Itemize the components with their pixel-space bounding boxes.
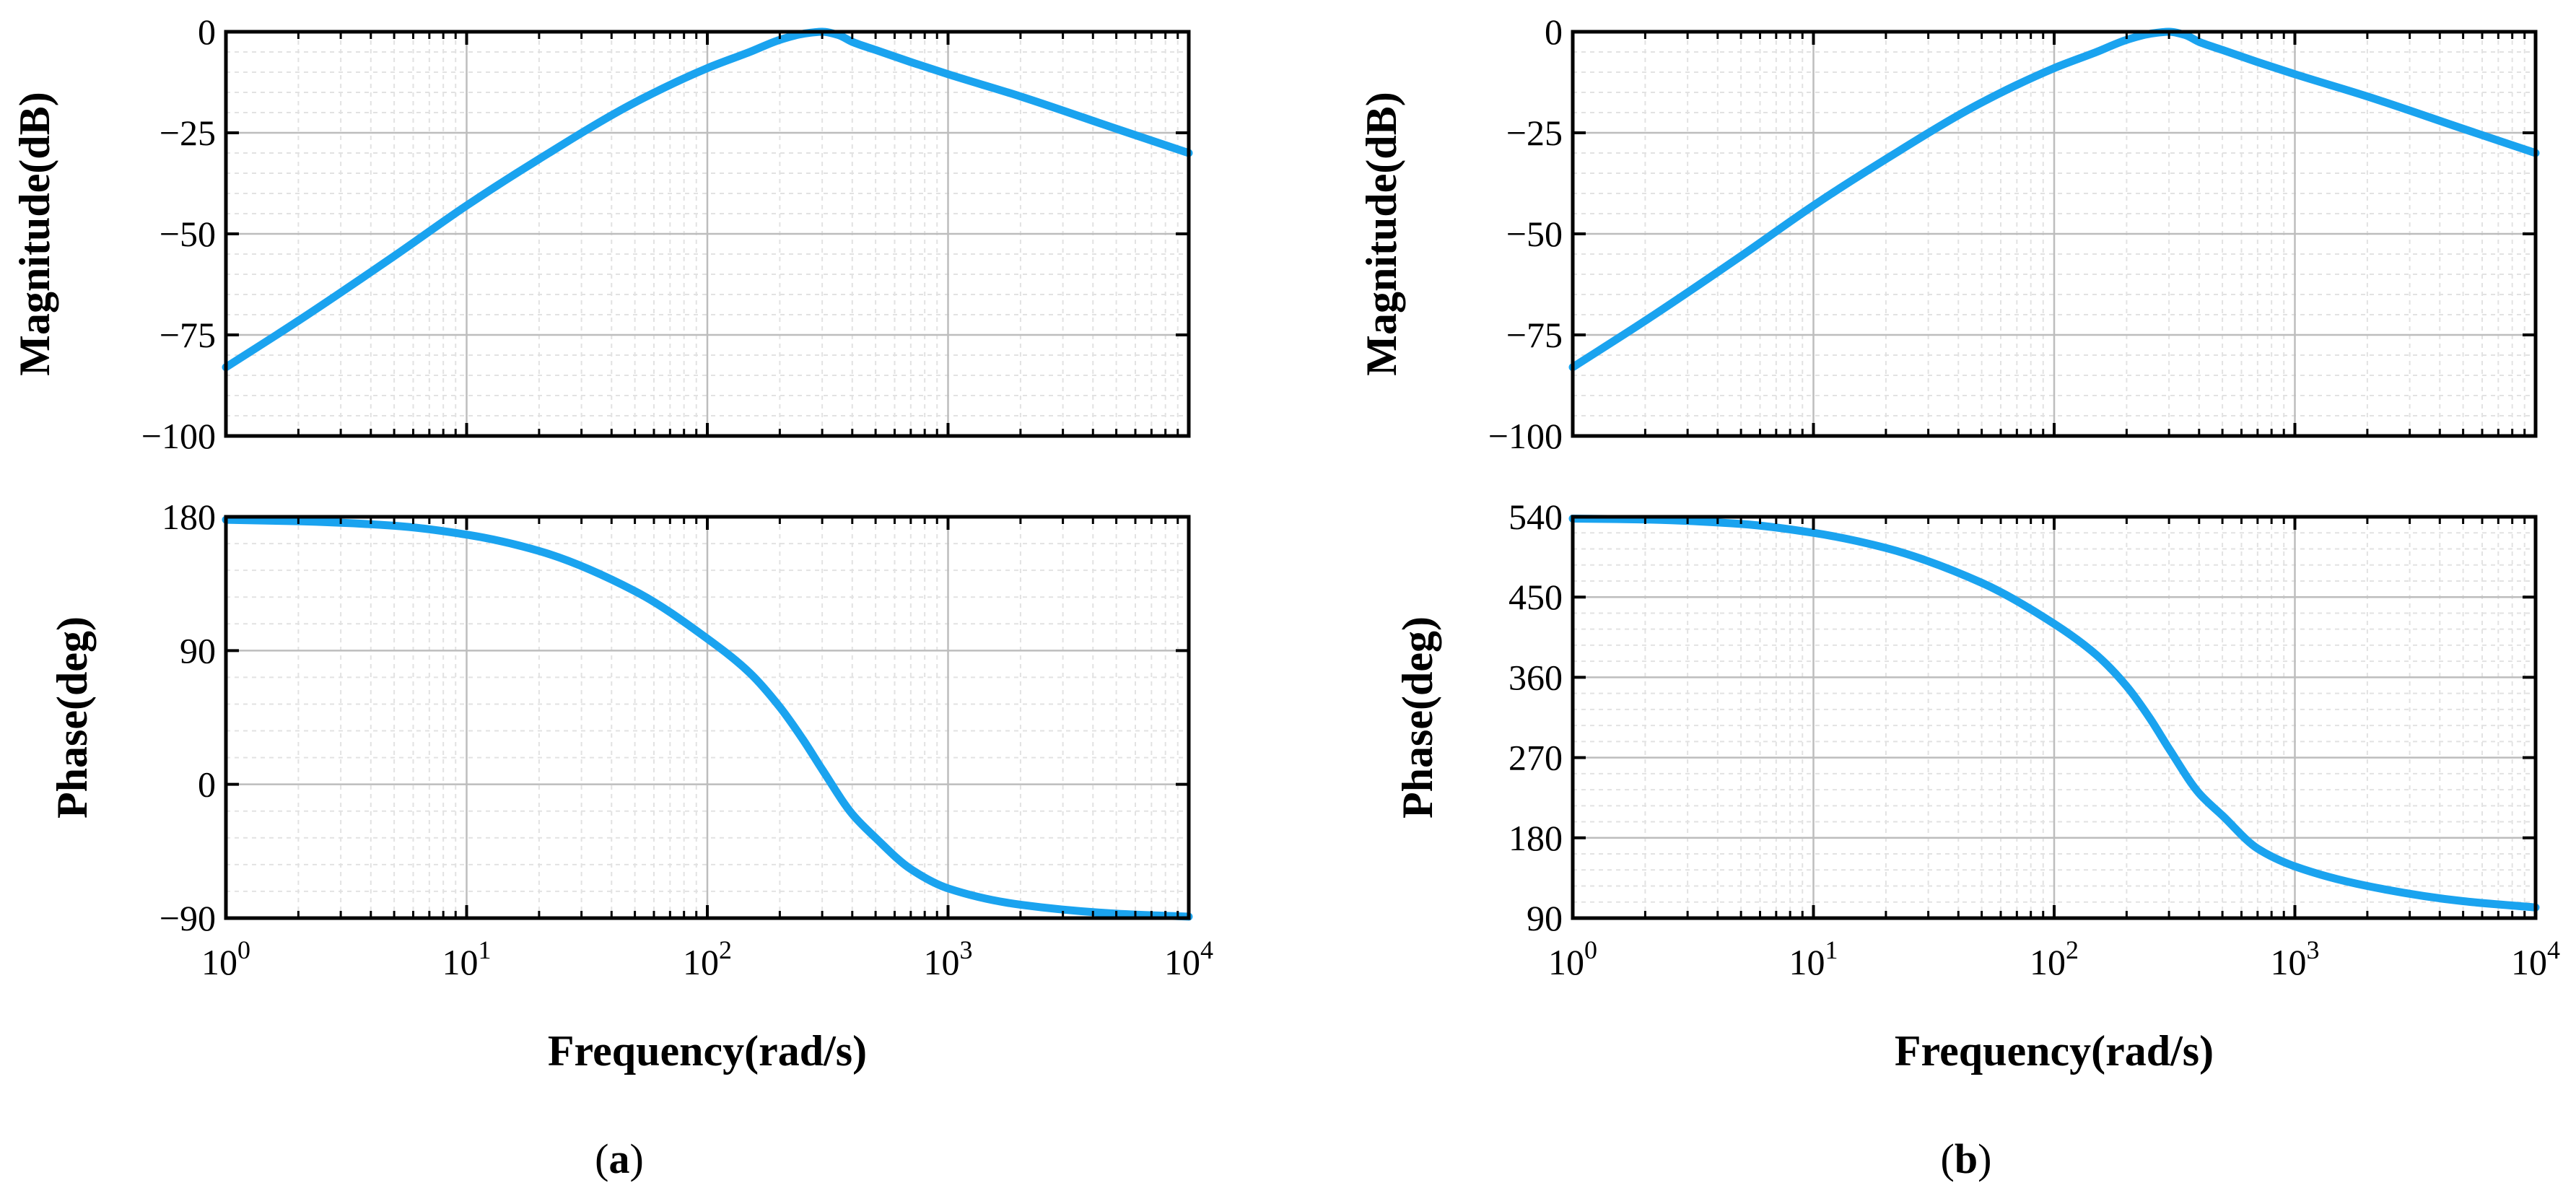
- x-tick-base: 10: [2271, 942, 2307, 982]
- y-tick-label: −25: [160, 113, 216, 153]
- tick-marks: [224, 30, 1190, 437]
- x-tick-labels: 100 101 102 103 104: [201, 935, 1213, 982]
- tick-marks: [1571, 30, 2537, 437]
- caption-a-letter: a: [609, 1135, 630, 1182]
- x-tick-label: 102: [2030, 935, 2079, 982]
- x-tick-label: 103: [924, 935, 973, 982]
- x-tick-label: 103: [2271, 935, 2320, 982]
- x-tick-base: 10: [201, 942, 237, 982]
- x-tick-base: 10: [2030, 942, 2066, 982]
- x-tick-label: 101: [1789, 935, 1838, 982]
- x-tick-exponent: 0: [237, 935, 250, 964]
- caption-a-close: ): [630, 1135, 644, 1182]
- x-tick-exponent: 3: [2307, 935, 2320, 964]
- y-tick-label: 180: [1509, 818, 1563, 858]
- x-tick-exponent: 4: [1200, 935, 1213, 964]
- y-tick-label: 0: [1545, 12, 1563, 52]
- x-tick-exponent: 2: [719, 935, 732, 964]
- y-tick-label: −50: [1506, 214, 1563, 254]
- x-tick-label: 102: [683, 935, 732, 982]
- tick-marks: [224, 515, 1190, 920]
- x-tick-label: 104: [2511, 935, 2560, 982]
- y-tick-label: 450: [1509, 577, 1563, 617]
- grid: [1573, 517, 2536, 918]
- caption-b-open: (: [1941, 1135, 1955, 1182]
- y-axis-title: Magnitude(dB): [1358, 92, 1405, 375]
- y-tick-label: −75: [1506, 315, 1563, 355]
- y-tick-labels: 0 −25 −50 −75 −100: [141, 12, 216, 456]
- y-tick-label: −100: [141, 416, 216, 456]
- x-tick-base: 10: [442, 942, 479, 982]
- x-tick-base: 10: [1548, 942, 1584, 982]
- x-tick-base: 10: [1164, 942, 1200, 982]
- panel-a-magnitude-plot: 0 −25 −50 −75 −100 Magnitude(dB): [11, 12, 1193, 456]
- x-tick-exponent: 3: [960, 935, 973, 964]
- x-tick-base: 10: [1789, 942, 1825, 982]
- x-tick-label: 100: [1548, 935, 1597, 982]
- y-tick-label: 0: [198, 764, 216, 805]
- x-tick-base: 10: [924, 942, 960, 982]
- x-tick-base: 10: [2511, 942, 2547, 982]
- x-tick-exponent: 1: [1825, 935, 1838, 964]
- x-tick-exponent: 1: [479, 935, 492, 964]
- magnitude-curve: [222, 27, 1193, 372]
- y-tick-label: −90: [160, 898, 216, 938]
- y-axis-title: Phase(deg): [1394, 616, 1441, 819]
- grid: [1573, 32, 2536, 436]
- y-axis-title: Phase(deg): [48, 616, 96, 819]
- phase-curve: [1568, 514, 2540, 912]
- phase-curve: [222, 515, 1193, 921]
- y-tick-labels: 0 −25 −50 −75 −100: [1488, 12, 1563, 456]
- y-tick-label: 540: [1509, 497, 1563, 537]
- y-tick-labels: 540 450 360 270 180 90: [1509, 497, 1563, 938]
- y-tick-label: −100: [1488, 416, 1563, 456]
- panel-b-magnitude-plot: 0 −25 −50 −75 −100 Magnitude(dB): [1358, 12, 2540, 456]
- grid: [226, 32, 1189, 436]
- y-tick-label: −25: [1506, 113, 1563, 153]
- y-tick-label: 360: [1509, 657, 1563, 697]
- tick-marks: [1571, 515, 2537, 920]
- x-tick-label: 104: [1164, 935, 1213, 982]
- y-tick-label: 0: [198, 12, 216, 52]
- x-tick-label: 101: [442, 935, 492, 982]
- caption-b-letter: b: [1955, 1135, 1978, 1182]
- y-axis-title: Magnitude(dB): [11, 92, 58, 375]
- y-tick-label: −75: [160, 315, 216, 355]
- x-tick-exponent: 2: [2066, 935, 2079, 964]
- x-axis-title: Frequency(rad/s): [1895, 1027, 2214, 1075]
- x-tick-label: 100: [201, 935, 250, 982]
- x-tick-exponent: 0: [1584, 935, 1597, 964]
- caption-b: (b): [1941, 1135, 1992, 1182]
- y-tick-label: −50: [160, 214, 216, 254]
- magnitude-curve: [1568, 27, 2540, 372]
- x-tick-exponent: 4: [2547, 935, 2560, 964]
- x-axis-title: Frequency(rad/s): [548, 1027, 867, 1075]
- y-tick-label: 270: [1509, 738, 1563, 778]
- grid: [226, 517, 1189, 918]
- x-tick-base: 10: [683, 942, 719, 982]
- y-tick-label: 180: [162, 497, 216, 537]
- y-tick-label: 90: [1527, 898, 1563, 938]
- caption-b-close: ): [1978, 1135, 1991, 1182]
- caption-a: (a): [595, 1135, 644, 1182]
- y-tick-labels: 180 90 0 −90: [160, 497, 216, 938]
- x-tick-labels: 100 101 102 103 104: [1548, 935, 2560, 982]
- y-tick-label: 90: [180, 630, 216, 671]
- caption-a-open: (: [595, 1135, 608, 1182]
